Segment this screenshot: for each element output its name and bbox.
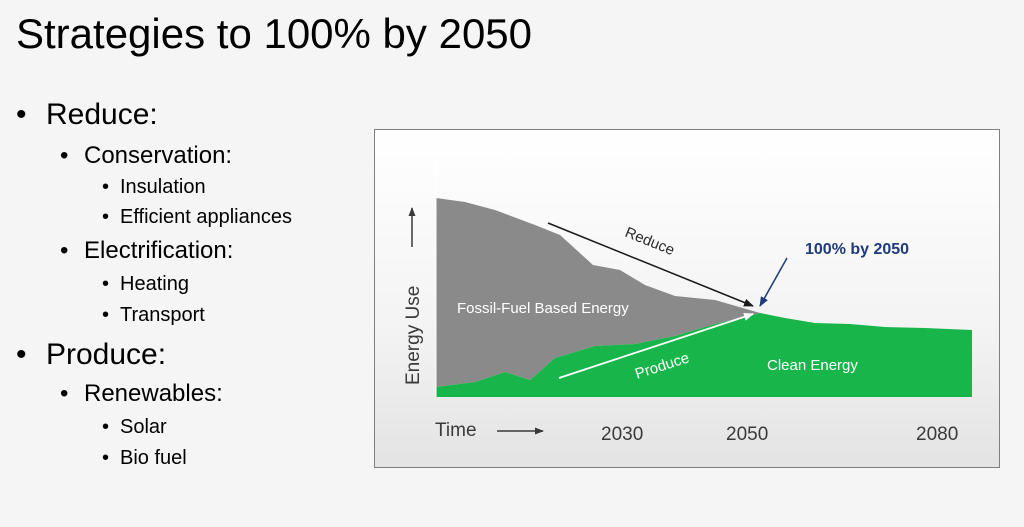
reduce-arrow-icon [547,222,754,307]
bullet-dot: • [102,273,110,295]
bullet-text: Solar [120,416,167,438]
bullet-produce: • Produce: [16,337,166,373]
fossil-fuel-area [436,198,760,387]
fossil-fuel-label: Fossil-Fuel Based Energy [457,300,629,317]
bullet-heating: • Heating [102,271,189,297]
bullet-electrification: • Electrification: [60,236,233,266]
reduce-label: Reduce [623,224,677,259]
clean-energy-area [436,313,972,397]
clean-energy-label: Clean Energy [767,357,858,374]
bullet-reduce: • Reduce: [16,97,158,133]
bullet-bio-fuel: • Bio fuel [102,445,187,471]
bullet-text: Reduce: [46,98,158,131]
bullet-dot: • [16,98,27,131]
bullet-text: Renewables: [84,380,223,407]
target-label: 100% by 2050 [805,241,909,258]
bullet-dot: • [102,416,110,438]
bullet-renewables: • Renewables: [60,379,223,409]
bullet-text: Insulation [120,176,206,198]
bullet-dot: • [102,206,110,228]
bullet-efficient-appliances: • Efficient appliances [102,204,292,230]
x-axis-label: Time [435,420,477,441]
bullet-text: Heating [120,273,189,295]
bullet-transport: • Transport [102,302,205,328]
x-tick-2050: 2050 [726,424,768,445]
bullet-text: Electrification: [84,237,234,264]
bullet-text: Efficient appliances [120,206,292,228]
y-axis-label: Energy Use [403,286,424,385]
bullet-solar: • Solar [102,414,167,440]
bullet-dot: • [102,176,110,198]
bullet-text: Produce: [46,338,167,371]
bullet-text: Transport [120,304,205,326]
target-arrow-icon [759,257,788,307]
x-tick-2080: 2080 [916,424,958,445]
bullet-dot: • [102,447,110,469]
bullet-insulation: • Insulation [102,174,206,200]
diagram-canvas: Energy Use Time 2030 2050 2080 Fossil-Fu… [403,160,972,445]
bullet-dot: • [60,380,69,407]
energy-transition-diagram: Energy Use Time 2030 2050 2080 Fossil-Fu… [374,129,1000,468]
bullet-dot: • [102,304,110,326]
bullet-dot: • [60,142,69,169]
bullet-dot: • [60,237,69,264]
bullet-list: • Reduce: • Conservation: • Insulation • Eff… [0,0,370,527]
bullet-text: Conservation: [84,142,233,169]
bullet-dot: • [16,338,27,371]
x-tick-2030: 2030 [601,424,643,445]
bullet-text: Bio fuel [120,447,187,469]
produce-arrow-icon [558,313,754,379]
slide-title: Strategies to 100% by 2050 [16,10,533,57]
bullet-conservation: • Conservation: [60,141,232,171]
